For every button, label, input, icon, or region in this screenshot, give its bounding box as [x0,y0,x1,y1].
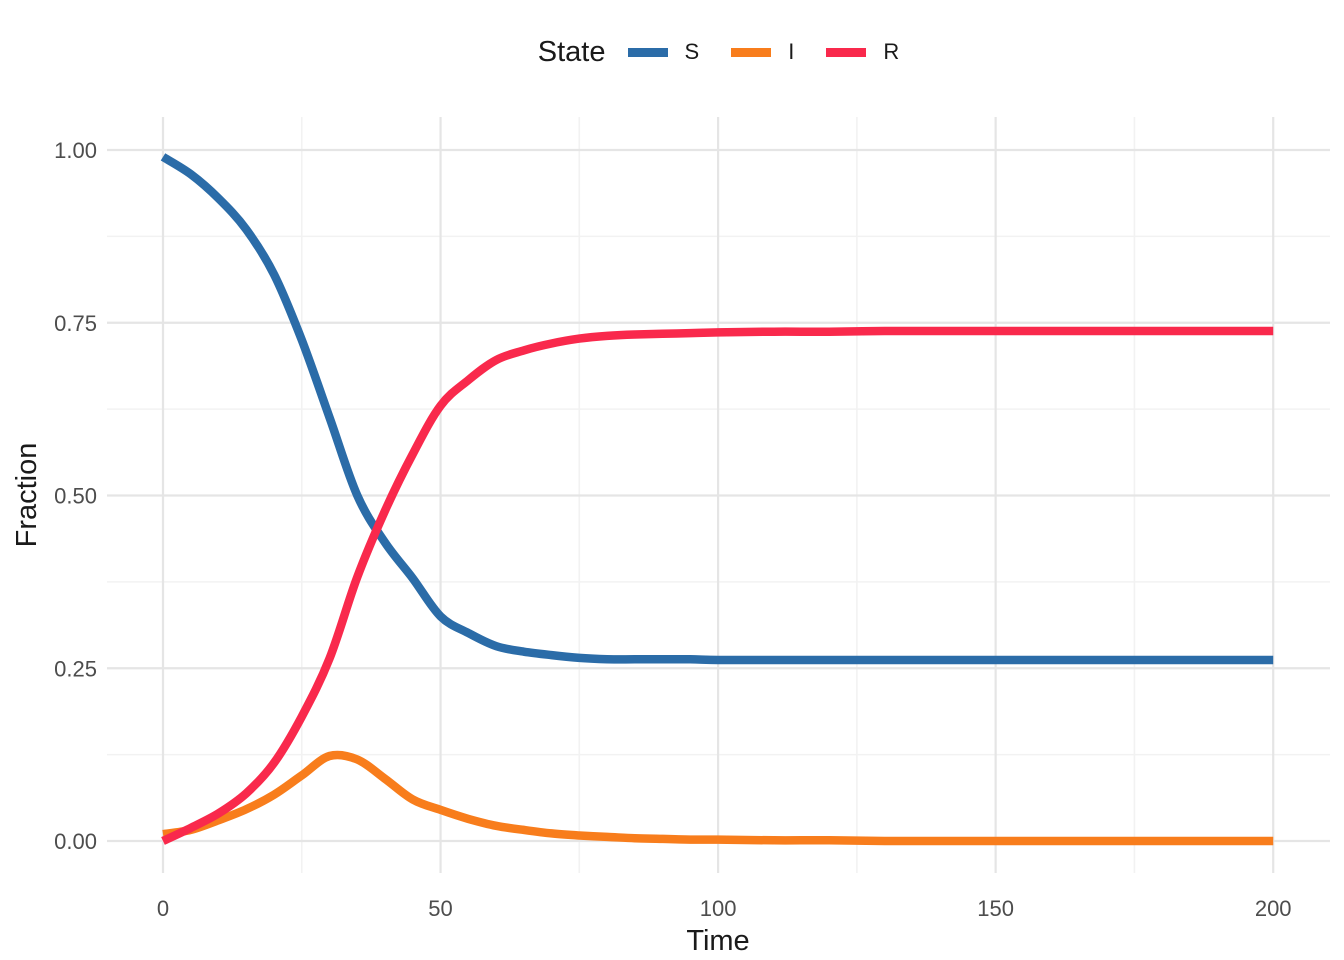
legend-label-r: R [883,39,900,64]
legend-label-s: S [684,39,700,64]
legend-key-i [731,47,772,57]
legend-item-r: R [826,39,899,65]
series-r-line [161,326,1274,845]
series-i-line [162,750,1274,846]
legend-key-s [627,47,668,57]
gridlines-major [107,117,1330,873]
y-tick-label: 0.25 [54,656,97,681]
legend-item-s: S [627,39,700,65]
x-axis-title: Time [686,925,749,957]
y-axis-title: Fraction [11,443,43,548]
legend-title: State [537,35,606,68]
y-tick-label: 0.00 [54,829,97,854]
x-tick-label: 50 [428,896,452,921]
y-axis-tick-labels: 0.00 0.25 0.50 0.75 1.00 [54,138,97,854]
series-s-line [160,153,1274,665]
y-tick-label: 1.00 [54,138,97,163]
legend-key-r [826,47,867,57]
x-tick-label: 150 [977,896,1014,921]
legend-label-i: I [788,39,795,64]
x-axis-tick-labels: 0 50 100 150 200 [157,896,1292,921]
x-tick-label: 200 [1255,896,1292,921]
y-tick-label: 0.50 [54,484,97,509]
y-tick-label: 0.75 [54,311,97,336]
legend: State S I R [107,0,1330,104]
curves [160,153,1274,846]
x-tick-label: 100 [700,896,737,921]
legend-item-i: I [731,39,794,65]
x-tick-label: 0 [157,896,169,921]
